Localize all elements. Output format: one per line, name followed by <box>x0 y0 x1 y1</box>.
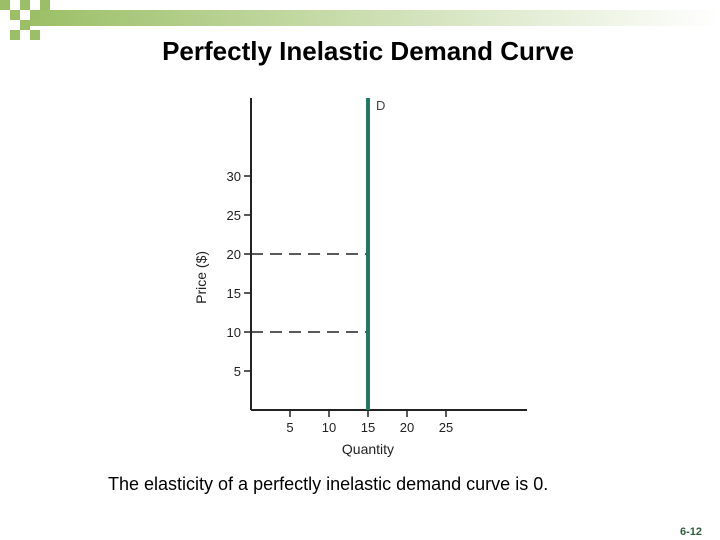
header-square <box>30 30 40 40</box>
x-tick-label: 25 <box>439 420 453 435</box>
demand-curve-label: D <box>376 98 385 113</box>
y-tick-label: 30 <box>227 169 241 184</box>
x-axis-label: Quantity <box>342 441 394 457</box>
y-axis-label: Price ($) <box>193 251 209 304</box>
y-tick-label: 15 <box>227 286 241 301</box>
y-tick-label: 5 <box>234 364 241 379</box>
slide-number: 6-12 <box>679 526 702 538</box>
x-tick-label: 10 <box>322 420 336 435</box>
y-tick-label: 20 <box>227 247 241 262</box>
x-ticks: 5 10 15 20 25 <box>286 410 453 435</box>
header-band <box>30 10 720 26</box>
slide-caption: The elasticity of a perfectly inelastic … <box>108 474 549 494</box>
header-square <box>10 10 20 20</box>
y-tick-label: 25 <box>227 208 241 223</box>
header-square <box>10 30 20 40</box>
header-square <box>30 10 40 20</box>
x-tick-label: 5 <box>286 420 293 435</box>
x-tick-label: 20 <box>400 420 414 435</box>
header-square <box>20 20 30 30</box>
x-tick-label: 15 <box>361 420 375 435</box>
y-ticks: 5 10 15 20 25 30 <box>227 169 251 379</box>
header-square <box>20 0 30 10</box>
demand-chart: 5 10 15 20 25 30 5 10 15 20 25 D Quantity Price (… <box>193 98 527 457</box>
header-decoration <box>0 0 720 40</box>
reference-lines <box>251 253 368 333</box>
header-square <box>0 0 10 10</box>
y-tick-label: 10 <box>227 325 241 340</box>
header-square <box>40 0 50 10</box>
slide-title: Perfectly Inelastic Demand Curve <box>162 36 574 66</box>
series-group: D <box>366 98 385 410</box>
